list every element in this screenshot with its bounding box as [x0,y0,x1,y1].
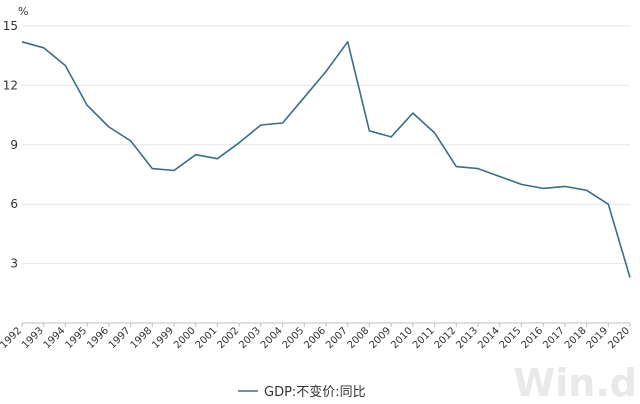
data-point [324,70,327,73]
data-point [281,121,284,124]
data-point [346,40,349,43]
data-point [585,189,588,192]
data-point [259,123,262,126]
x-tick-label: 2017 [541,325,567,351]
data-point [542,187,545,190]
x-tick-label: 2001 [194,325,220,351]
x-tick-label: 2008 [346,325,372,351]
data-point [520,183,523,186]
data-point [628,276,631,279]
x-tick-label: 2007 [324,325,350,351]
y-tick-label: 9 [10,138,18,152]
x-tick-label: 1999 [150,325,176,351]
data-point [107,125,110,128]
data-point [172,169,175,172]
data-point [607,203,610,206]
x-tick-label: 2009 [367,325,393,351]
data-point [476,167,479,170]
grid-layer [22,25,630,265]
x-tick-label: 2006 [302,325,328,351]
data-point [238,141,241,144]
series-line [21,40,631,278]
data-point [368,129,371,132]
data-point [42,46,45,49]
data-point [64,64,67,67]
data-point [151,167,154,170]
x-tick-label: 2000 [172,325,198,351]
data-point [433,131,436,134]
data-point [498,175,501,178]
data-point [129,139,132,142]
x-tick-label: 2019 [585,325,611,351]
y-tick-label: 12 [3,78,18,92]
y-tick-label: 6 [10,197,18,211]
x-tick-label: 2016 [519,325,545,351]
watermark-logo: Win.d [513,361,637,404]
x-tick-label: 2020 [606,325,632,351]
data-point [390,135,393,138]
y-tick-label: 3 [10,257,18,271]
y-tick-label: 15 [3,19,18,33]
x-tick-label: 2012 [433,325,459,351]
data-point [194,153,197,156]
x-tick-label: 1995 [63,325,89,351]
legend: GDP:不变价:同比 [238,384,366,400]
x-tick-label: 2010 [389,325,415,351]
data-point [411,112,414,115]
x-tick-label: 1996 [85,325,111,351]
data-point [216,157,219,160]
x-tick-label: 2005 [281,325,307,351]
x-tick-label: 2014 [476,325,502,351]
x-tick-label: 2011 [411,325,437,351]
x-tick-label: 1992 [0,325,24,351]
x-tick-label: 2015 [498,325,524,351]
x-tick-label: 2013 [454,325,480,351]
data-point [303,96,306,99]
data-point [86,104,89,107]
series-layer [20,40,631,279]
legend-label: GDP:不变价:同比 [264,384,366,400]
x-tick-label: 2004 [259,325,285,351]
x-tick-label: 2003 [237,325,263,351]
x-tick-label: 2018 [563,325,589,351]
data-point [455,165,458,168]
data-point [20,40,23,43]
x-tick-label: 1998 [129,325,155,351]
x-tick-label: 1993 [20,325,46,351]
axis-layer: 3691215199219931994199519961997199819992… [0,19,632,351]
x-tick-label: 2002 [215,325,241,351]
y-unit-label: % [18,5,28,18]
x-tick-label: 1997 [107,325,133,351]
x-tick-label: 1994 [42,325,68,351]
data-point [563,185,566,188]
